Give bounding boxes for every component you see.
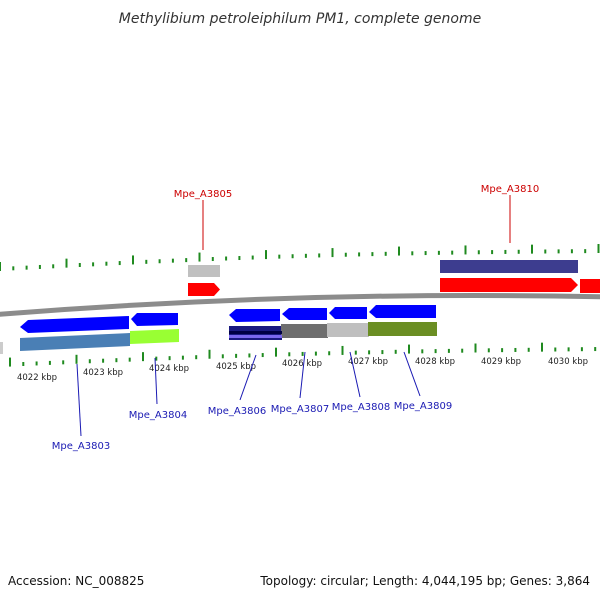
reverse-gene-arrow[interactable] (20, 316, 129, 333)
scale-label: 4028 kbp (415, 357, 455, 367)
gene-label-leader (299, 351, 306, 399)
scale-label: 4022 kbp (17, 373, 57, 383)
gene-label-leader (154, 357, 158, 405)
scale-label: 4023 kbp (83, 368, 123, 378)
cog-bar[interactable] (327, 323, 369, 337)
reverse-gene-arrow[interactable] (229, 309, 280, 322)
scale-label: 4029 kbp (481, 357, 521, 367)
cog-bar[interactable] (368, 322, 437, 336)
gene-label[interactable]: Mpe_A3803 (52, 441, 110, 452)
forward-gene-track (188, 278, 600, 296)
scale-label: 4024 kbp (149, 364, 189, 374)
gene-label-leader (76, 363, 82, 437)
cog-bar-stripe (229, 335, 282, 338)
cog-bar[interactable] (20, 333, 130, 351)
forward-gene-labels: Mpe_A3805 Mpe_A3810 (174, 184, 539, 250)
gene-label[interactable]: Mpe_A3807 (271, 404, 329, 415)
scale-labels: 4022 kbp 4023 kbp 4024 kbp 4025 kbp 4026… (17, 357, 588, 383)
forward-gene-arrow[interactable] (188, 283, 220, 296)
scale-label: 4027 kbp (348, 357, 388, 367)
gene-label[interactable]: Mpe_A3810 (481, 184, 539, 195)
forward-cog-track (188, 260, 578, 277)
reverse-gene-arrow[interactable] (282, 308, 327, 320)
gene-label-leader (403, 351, 421, 397)
reverse-gene-track (20, 305, 436, 333)
gene-label-leader (349, 351, 361, 398)
map-title: Methylibium petroleiphilum PM1, complete… (119, 11, 481, 27)
gene-label[interactable]: Mpe_A3805 (174, 189, 232, 200)
accession-text: Accession: NC_008825 (8, 574, 145, 588)
forward-gene-arrow[interactable] (440, 278, 578, 292)
reverse-gene-arrow[interactable] (369, 305, 436, 318)
scale-label: 4030 kbp (548, 357, 588, 367)
gene-label-leader (239, 354, 257, 401)
cog-bar[interactable] (281, 324, 328, 338)
gene-label[interactable]: Mpe_A3809 (394, 401, 452, 412)
cog-bar[interactable] (188, 265, 220, 277)
scale-label: 4026 kbp (282, 359, 322, 369)
outer-tick-track (0, 244, 600, 271)
genome-backbone (0, 292, 600, 317)
cog-bar[interactable] (440, 260, 578, 273)
backbone-end-marker (0, 342, 3, 354)
reverse-gene-arrow[interactable] (131, 313, 178, 326)
forward-gene-arrow[interactable] (580, 279, 600, 293)
inner-tick-track (9, 342, 597, 367)
scale-label: 4025 kbp (216, 362, 256, 372)
genome-summary-text: Topology: circular; Length: 4,044,195 bp… (260, 574, 590, 588)
gene-label[interactable]: Mpe_A3804 (129, 410, 187, 421)
cog-bar[interactable] (130, 329, 179, 344)
reverse-gene-labels: Mpe_A3803 Mpe_A3804 Mpe_A3806 Mpe_A3807 … (52, 351, 452, 452)
gene-label[interactable]: Mpe_A3806 (208, 406, 266, 417)
cog-bar-stripe (229, 331, 282, 334)
gene-label[interactable]: Mpe_A3808 (332, 402, 390, 413)
reverse-gene-arrow[interactable] (329, 307, 367, 319)
